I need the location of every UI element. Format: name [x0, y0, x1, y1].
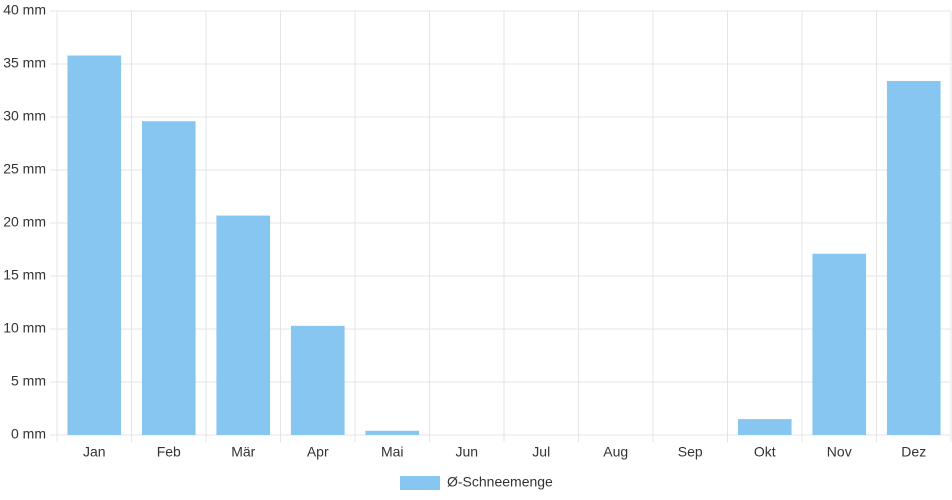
x-tick-label: Okt	[754, 444, 776, 460]
y-tick-label: 15 mm	[3, 267, 46, 283]
y-tick-label: 10 mm	[3, 320, 46, 336]
bar	[886, 80, 941, 436]
x-tick-label: Jan	[83, 444, 106, 460]
y-tick-label: 5 mm	[11, 373, 46, 389]
bar	[290, 325, 345, 435]
bar	[812, 253, 867, 435]
legend-label: Ø-Schneemenge	[447, 474, 553, 490]
bar	[737, 419, 792, 435]
x-tick-label: Feb	[157, 444, 181, 460]
x-tick-label: Dez	[901, 444, 926, 460]
bar	[365, 430, 420, 435]
bar	[141, 121, 196, 436]
y-tick-label: 25 mm	[3, 161, 46, 177]
y-tick-label: 0 mm	[11, 426, 46, 442]
bar	[216, 215, 271, 435]
x-tick-label: Sep	[678, 444, 703, 460]
y-tick-label: 35 mm	[3, 55, 46, 71]
x-tick-label: Jun	[455, 444, 478, 460]
x-tick-label: Jul	[532, 444, 550, 460]
x-tick-label: Apr	[307, 444, 329, 460]
x-tick-label: Mai	[381, 444, 404, 460]
x-tick-label: Nov	[827, 444, 852, 460]
bar	[67, 55, 122, 436]
y-tick-label: 40 mm	[3, 2, 46, 18]
x-tick-label: Aug	[603, 444, 628, 460]
x-tick-label: Mär	[231, 444, 255, 460]
y-tick-label: 20 mm	[3, 214, 46, 230]
y-tick-label: 30 mm	[3, 108, 46, 124]
legend-swatch	[400, 476, 440, 490]
